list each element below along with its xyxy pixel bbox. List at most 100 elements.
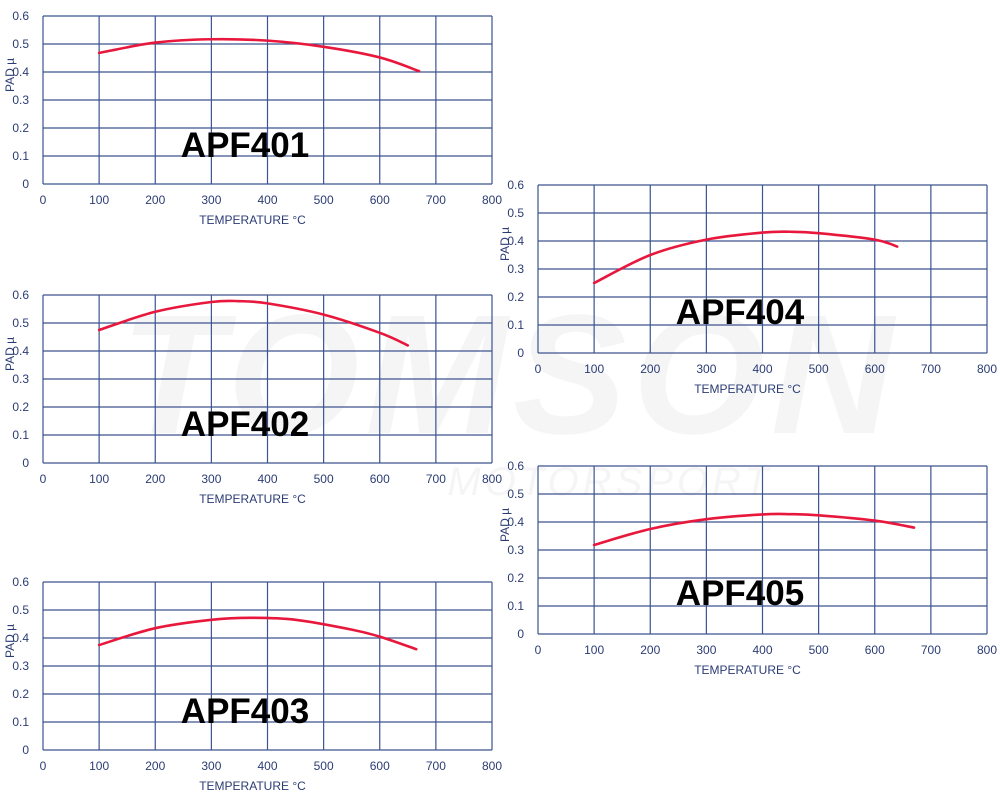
y-tick-label: 0.1 bbox=[12, 715, 29, 729]
x-tick-label: 300 bbox=[696, 643, 716, 657]
chart-apf401: 0 100 200 300 400 500 600 700 800 0 0.1 0.2 0.3 0.4 0.… bbox=[0, 0, 510, 230]
x-tick-label: 100 bbox=[89, 193, 109, 207]
y-tick-label: 0.6 bbox=[507, 459, 524, 473]
y-axis-label: PAD µ bbox=[498, 227, 512, 261]
y-tick-label: 0.1 bbox=[12, 149, 29, 163]
x-tick-label: 100 bbox=[89, 759, 109, 773]
y-tick-label: 0.2 bbox=[12, 121, 29, 135]
y-tick-label: 0.6 bbox=[507, 178, 524, 192]
y-tick-label: 0.2 bbox=[507, 290, 524, 304]
y-tick-label: 0.5 bbox=[507, 487, 524, 501]
y-tick-label: 0.1 bbox=[507, 599, 524, 613]
x-tick-label: 500 bbox=[314, 759, 334, 773]
x-tick-label: 600 bbox=[370, 472, 390, 486]
x-tick-label: 500 bbox=[809, 362, 829, 376]
y-axis-label: PAD µ bbox=[3, 58, 17, 92]
x-tick-label: 200 bbox=[145, 472, 165, 486]
y-tick-label: 0.3 bbox=[12, 659, 29, 673]
y-tick-label: 0 bbox=[517, 346, 524, 360]
x-tick-label: 400 bbox=[752, 362, 772, 376]
x-tick-label: 600 bbox=[370, 193, 390, 207]
x-tick-label: 0 bbox=[40, 472, 47, 486]
x-tick-label: 400 bbox=[257, 472, 277, 486]
x-tick-label: 0 bbox=[40, 759, 47, 773]
x-tick-label: 600 bbox=[865, 643, 885, 657]
y-tick-label: 0.6 bbox=[12, 288, 29, 302]
y-tick-label: 0.4 bbox=[12, 631, 29, 645]
chart-label: APF403 bbox=[181, 692, 309, 731]
x-axis-label: TEMPERATURE °C bbox=[694, 663, 801, 677]
y-tick-label: 0.1 bbox=[12, 428, 29, 442]
y-axis-label: PAD µ bbox=[3, 337, 17, 371]
x-tick-label: 100 bbox=[89, 472, 109, 486]
x-tick-label: 200 bbox=[145, 759, 165, 773]
y-tick-label: 0.2 bbox=[12, 400, 29, 414]
chart-label: APF404 bbox=[676, 293, 805, 332]
y-tick-label: 0.5 bbox=[12, 316, 29, 330]
x-tick-label: 500 bbox=[314, 472, 334, 486]
friction-curve bbox=[97, 299, 410, 347]
x-tick-label: 700 bbox=[426, 472, 446, 486]
y-tick-label: 0.5 bbox=[507, 206, 524, 220]
x-tick-label: 200 bbox=[145, 193, 165, 207]
x-tick-label: 800 bbox=[482, 472, 502, 486]
y-tick-label: 0 bbox=[22, 743, 29, 757]
chart-svg: 0 100 200 300 400 500 600 700 800 0 0.1 0.2 0.3 0.4 0.… bbox=[3, 575, 502, 793]
chart-apf404: 0 100 200 300 400 500 600 700 800 0 0.1 0.2 0.3 0.4 0.… bbox=[495, 169, 1000, 399]
y-tick-label: 0.4 bbox=[12, 65, 29, 79]
x-tick-label: 200 bbox=[640, 362, 660, 376]
y-tick-label: 0.4 bbox=[507, 234, 524, 248]
chart-label: APF401 bbox=[181, 126, 309, 165]
y-tick-label: 0 bbox=[22, 177, 29, 191]
x-tick-label: 800 bbox=[482, 193, 502, 207]
chart-svg: 0 100 200 300 400 500 600 700 800 0 0.1 0.2 0.3 0.4 0.… bbox=[3, 9, 502, 227]
x-tick-label: 100 bbox=[584, 643, 604, 657]
friction-curve bbox=[97, 616, 418, 651]
y-tick-label: 0.3 bbox=[507, 543, 524, 557]
y-tick-label: 0.3 bbox=[12, 372, 29, 386]
chart-apf403: 0 100 200 300 400 500 600 700 800 0 0.1 0.2 0.3 0.4 0.… bbox=[0, 566, 510, 796]
friction-curve bbox=[592, 512, 916, 547]
friction-curve bbox=[592, 230, 899, 285]
x-tick-label: 700 bbox=[921, 362, 941, 376]
chart-label: APF405 bbox=[676, 574, 804, 613]
y-tick-label: 0.4 bbox=[507, 515, 524, 529]
x-tick-label: 0 bbox=[535, 362, 542, 376]
x-axis-label: TEMPERATURE °C bbox=[694, 382, 801, 396]
x-axis-label: TEMPERATURE °C bbox=[199, 779, 306, 793]
y-axis-label: PAD µ bbox=[498, 508, 512, 542]
x-tick-label: 0 bbox=[535, 643, 542, 657]
y-tick-label: 0.3 bbox=[507, 262, 524, 276]
chart-svg: 0 100 200 300 400 500 600 700 800 0 0.1 0.2 0.3 0.4 0.… bbox=[3, 288, 502, 506]
x-tick-label: 500 bbox=[314, 193, 334, 207]
x-tick-label: 300 bbox=[696, 362, 716, 376]
x-tick-label: 300 bbox=[201, 472, 221, 486]
y-axis-label: PAD µ bbox=[3, 624, 17, 658]
y-tick-label: 0.6 bbox=[12, 575, 29, 589]
x-tick-label: 300 bbox=[201, 759, 221, 773]
y-tick-label: 0.1 bbox=[507, 318, 524, 332]
x-tick-label: 400 bbox=[257, 759, 277, 773]
y-tick-label: 0 bbox=[22, 456, 29, 470]
x-tick-label: 500 bbox=[809, 643, 829, 657]
y-tick-label: 0.3 bbox=[12, 93, 29, 107]
chart-apf402: 0 100 200 300 400 500 600 700 800 0 0.1 0.2 0.3 0.4 0.… bbox=[0, 279, 510, 509]
chart-svg: 0 100 200 300 400 500 600 700 800 0 0.1 0.2 0.3 0.4 0.… bbox=[498, 459, 997, 677]
chart-label: APF402 bbox=[181, 405, 309, 444]
x-tick-label: 300 bbox=[201, 193, 221, 207]
x-tick-label: 800 bbox=[482, 759, 502, 773]
x-tick-label: 100 bbox=[584, 362, 604, 376]
x-tick-label: 700 bbox=[921, 643, 941, 657]
x-tick-label: 700 bbox=[426, 759, 446, 773]
x-tick-label: 400 bbox=[752, 643, 772, 657]
y-tick-label: 0.5 bbox=[12, 37, 29, 51]
y-tick-label: 0.2 bbox=[12, 687, 29, 701]
chart-svg: 0 100 200 300 400 500 600 700 800 0 0.1 0.2 0.3 0.4 0.… bbox=[498, 178, 997, 396]
chart-apf405: 0 100 200 300 400 500 600 700 800 0 0.1 0.2 0.3 0.4 0.… bbox=[495, 450, 1000, 680]
x-tick-label: 0 bbox=[40, 193, 47, 207]
y-tick-label: 0.6 bbox=[12, 9, 29, 23]
x-tick-label: 600 bbox=[370, 759, 390, 773]
y-tick-label: 0 bbox=[517, 627, 524, 641]
y-tick-label: 0.5 bbox=[12, 603, 29, 617]
x-tick-label: 700 bbox=[426, 193, 446, 207]
